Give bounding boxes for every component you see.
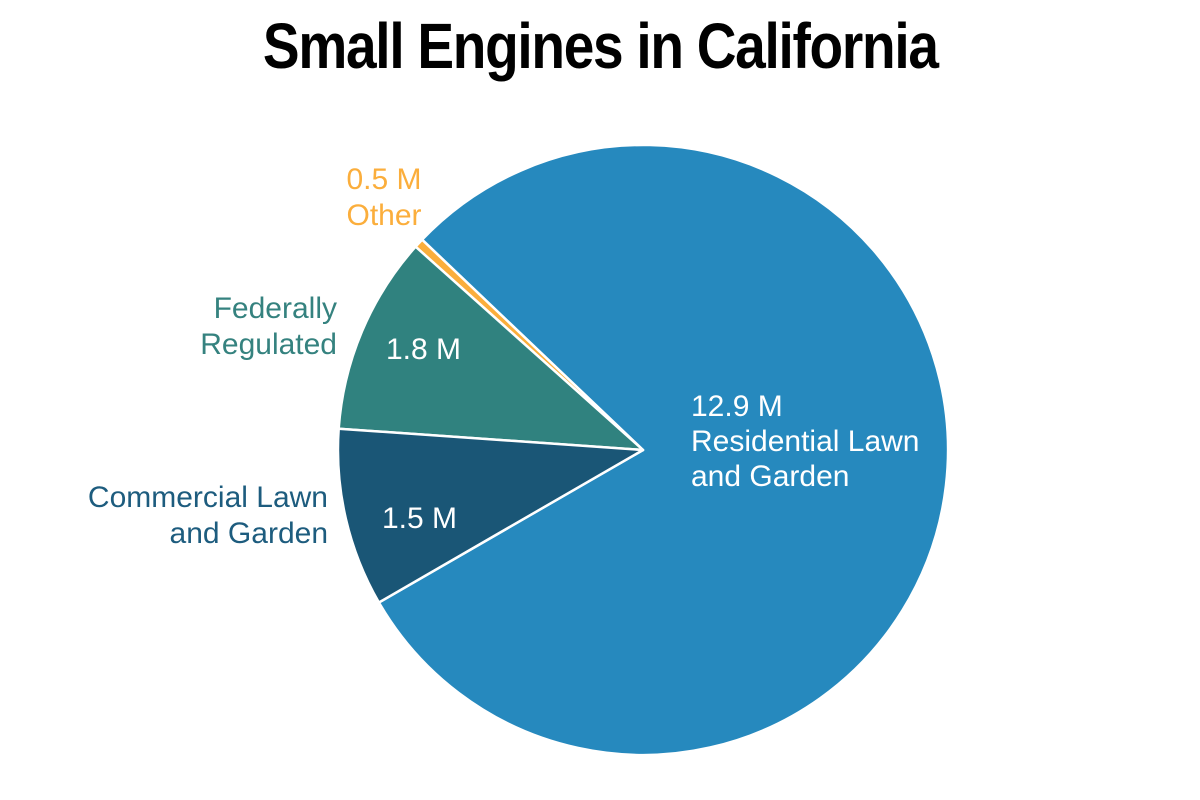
- value-residential-lawn-garden: 12.9 M: [691, 390, 783, 423]
- label-other-value: 0.5 M: [346, 163, 422, 196]
- label-other: 0.5 M Other: [294, 162, 474, 234]
- pie-slice-residential-lawn-and-garden: [377, 143, 950, 757]
- label-residential-lawn-garden: 12.9 M Residential Lawn and Garden: [691, 389, 919, 494]
- label-federally-regulated: Federally Regulated: [107, 291, 337, 363]
- label-federally-regulated-line1: Federally: [213, 292, 337, 325]
- label-residential-lawn-garden-line2: and Garden: [691, 460, 850, 493]
- label-other-name: Other: [346, 199, 422, 232]
- label-commercial-lawn-garden-line1: Commercial Lawn: [87, 481, 328, 514]
- label-federally-regulated-line2: Regulated: [200, 328, 337, 361]
- label-commercial-lawn-garden: Commercial Lawn and Garden: [58, 480, 328, 552]
- value-commercial-lawn-garden: 1.5 M: [382, 502, 458, 535]
- pie-slice-commercial-lawn-and-garden: [336, 427, 645, 604]
- pie-slice-federally-regulated: [337, 245, 645, 452]
- label-commercial-lawn-garden-line2: and Garden: [169, 517, 328, 550]
- chart-title: Small Engines in California: [0, 4, 1200, 88]
- chart-title-text: Small Engines in California: [262, 10, 939, 82]
- value-federally-regulated: 1.8 M: [386, 333, 462, 366]
- label-residential-lawn-garden-line1: Residential Lawn: [691, 425, 920, 458]
